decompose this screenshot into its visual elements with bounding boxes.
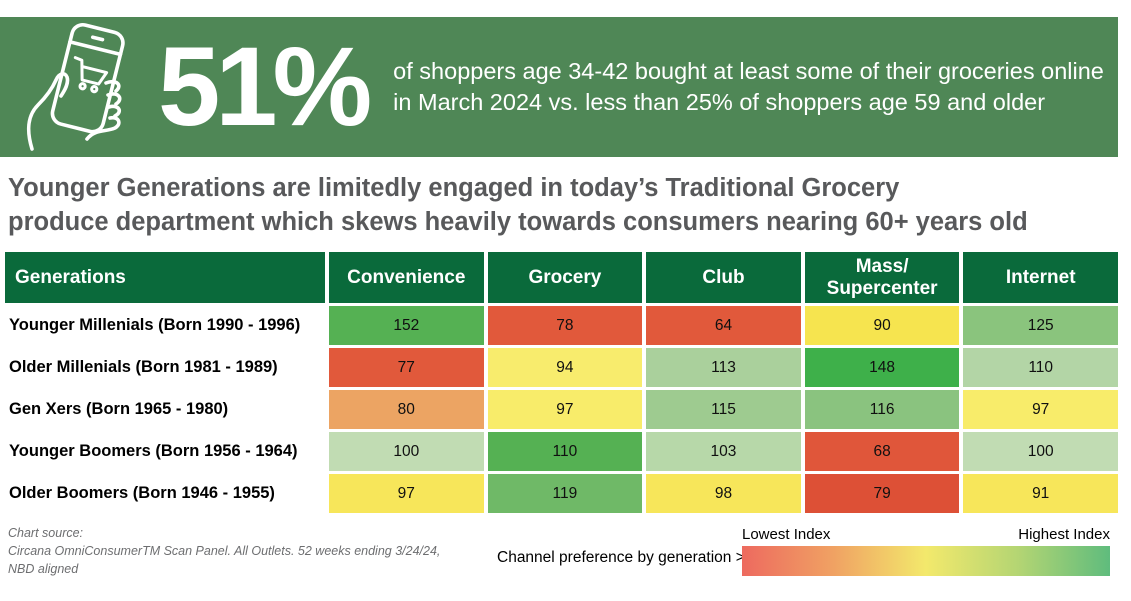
phone-shopping-icon [22,21,146,153]
page-title: Younger Generations are limitedly engage… [8,172,1028,240]
row-label: Younger Boomers (Born 1956 - 1964) [5,432,325,471]
chart-source-line2: Circana OmniConsumerTM Scan Panel. All O… [8,543,441,558]
stat-value: 51% [158,23,372,149]
heatmap-cell: 100 [329,432,484,471]
stat-description: of shoppers age 34-42 bought at least so… [393,56,1104,118]
heatmap-cell: 125 [963,306,1118,345]
heatmap-cell: 77 [329,348,484,387]
index-legend: Lowest Index Highest Index [742,526,1110,576]
legend-labels: Lowest Index Highest Index [742,526,1110,543]
heatmap-cell: 103 [646,432,801,471]
page-title-line2: produce department which skews heavily t… [8,207,1028,236]
heatmap-cell: 94 [487,348,643,387]
chart-source-line1: Chart source: [8,526,84,540]
row-label: Gen Xers (Born 1965 - 1980) [5,390,325,429]
chart-source: Chart source: Circana OmniConsumerTM Sca… [8,525,440,578]
heatmap-cell: 78 [487,306,643,345]
legend-caption: Channel preference by generation > [497,549,745,566]
heatmap-cell: 113 [646,348,801,387]
heatmap-cell: 68 [804,432,960,471]
heatmap-cell: 119 [487,474,643,513]
column-header-mass-supercenter: Mass/ Supercenter [804,252,960,303]
heatmap-cell: 148 [804,348,960,387]
column-header-internet: Internet [963,252,1118,303]
column-header-convenience: Convenience [329,252,484,303]
column-header-club: Club [646,252,801,303]
heatmap-cell: 91 [963,474,1118,513]
column-header-grocery: Grocery [487,252,643,303]
page-title-line1: Younger Generations are limitedly engage… [8,174,900,202]
column-header-generations: Generations [5,252,325,303]
heatmap-cell: 110 [487,432,643,471]
row-label: Older Millenials (Born 1981 - 1989) [5,348,325,387]
heatmap-cell: 152 [329,306,484,345]
row-label: Younger Millenials (Born 1990 - 1996) [5,306,325,345]
heatmap-cell: 98 [646,474,801,513]
heatmap-cell: 110 [963,348,1118,387]
stat-description-line2: in March 2024 vs. less than 25% of shopp… [393,89,1046,115]
heatmap-cell: 97 [487,390,643,429]
heatmap-cell: 100 [963,432,1118,471]
heatmap-cell: 64 [646,306,801,345]
heatmap-cell: 97 [329,474,484,513]
heatmap-cell: 90 [804,306,960,345]
legend-gradient-bar [742,546,1110,576]
stat-banner: 51% of shoppers age 34-42 bought at leas… [0,17,1118,157]
stat-description-line1: of shoppers age 34-42 bought at least so… [393,57,1104,84]
chart-source-line3: NBD aligned [8,561,79,576]
heatmap-cell: 97 [963,390,1118,429]
heatmap-cell: 115 [646,390,801,429]
legend-high-label: Highest Index [1018,526,1110,543]
heatmap-cell: 116 [804,390,960,429]
row-label: Older Boomers (Born 1946 - 1955) [5,474,325,513]
heatmap-cell: 80 [329,390,484,429]
heatmap-table: Generations Convenience Grocery Club Mas… [5,252,1118,513]
heatmap-cell: 79 [804,474,960,513]
legend-low-label: Lowest Index [742,526,831,543]
